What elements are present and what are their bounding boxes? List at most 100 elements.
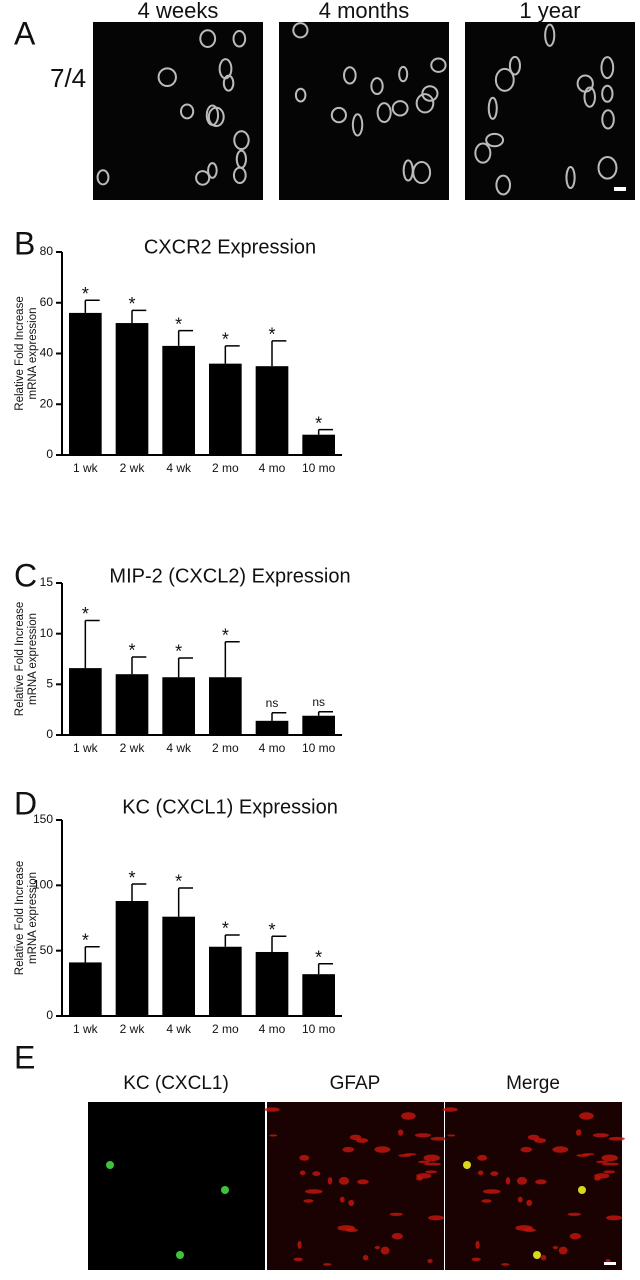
cell <box>427 1259 433 1263</box>
cell <box>232 166 247 185</box>
cell <box>603 1170 616 1174</box>
x-tick-label: 1 wk <box>73 461 99 475</box>
significance: ns <box>266 696 279 710</box>
cell <box>495 174 512 196</box>
significance: * <box>82 930 89 950</box>
y-tick-label: 0 <box>46 727 53 741</box>
bar <box>162 345 195 455</box>
y-axis-label: Relative Fold Increase <box>14 602 26 716</box>
significance: * <box>222 919 229 939</box>
bar <box>115 674 149 735</box>
cell <box>430 57 447 73</box>
cell <box>299 1154 310 1161</box>
y-axis-label: mRNA expression <box>27 307 39 399</box>
y-tick-label: 150 <box>33 812 53 826</box>
error-bar <box>271 935 287 952</box>
cell <box>520 1146 533 1153</box>
cell <box>342 1146 355 1153</box>
cell <box>565 166 576 190</box>
cell <box>414 1133 431 1138</box>
significance: * <box>315 413 322 433</box>
cell <box>575 1129 582 1136</box>
bar <box>69 312 102 455</box>
cell <box>305 1189 323 1194</box>
error-bar <box>271 711 287 721</box>
image-label: 4 months <box>319 0 410 23</box>
cell <box>558 1246 568 1255</box>
significance: * <box>175 314 182 334</box>
cell <box>576 74 594 93</box>
significance: * <box>222 330 229 350</box>
cell <box>471 1257 481 1262</box>
cell <box>477 1154 488 1161</box>
cell <box>297 1240 302 1249</box>
cell <box>592 1133 609 1138</box>
cell <box>483 1189 501 1194</box>
x-tick-label: 4 wk <box>166 741 192 755</box>
bar <box>162 916 195 1016</box>
cell <box>362 1254 369 1261</box>
row-label: 7/4 <box>50 63 86 93</box>
error-bar <box>177 887 193 917</box>
cell <box>397 1129 404 1136</box>
cell <box>330 106 347 124</box>
bar <box>302 715 335 735</box>
error-bar <box>131 309 147 324</box>
cell <box>195 170 211 186</box>
cell <box>601 84 614 103</box>
cell <box>523 1228 536 1233</box>
image-label: Merge <box>506 1073 560 1094</box>
cell <box>96 169 110 186</box>
cell <box>594 1176 601 1181</box>
cell <box>423 1162 441 1166</box>
image-label: 1 year <box>519 0 580 23</box>
cell <box>583 86 596 108</box>
cell <box>487 96 498 120</box>
cell <box>412 160 432 185</box>
significance: * <box>82 604 89 624</box>
cell <box>552 1246 559 1250</box>
cell <box>567 1212 581 1216</box>
x-tick-label: 1 wk <box>73 741 99 755</box>
bar <box>115 901 149 1016</box>
chart-title: MIP-2 (CXCL2) Expression <box>109 565 350 587</box>
cell <box>576 1154 590 1157</box>
bar <box>302 974 335 1016</box>
cell <box>222 74 235 92</box>
image-label: GFAP <box>330 1073 381 1094</box>
error-bar <box>131 656 147 675</box>
bar <box>69 668 102 735</box>
y-tick-label: 15 <box>40 575 54 589</box>
panel-label: C <box>14 557 37 593</box>
cell <box>233 130 250 151</box>
bar <box>209 363 242 455</box>
micrograph <box>93 22 263 200</box>
x-tick-label: 2 mo <box>212 461 239 475</box>
error-bar <box>317 428 333 435</box>
cell <box>207 162 218 179</box>
micrograph <box>279 22 449 200</box>
bar <box>302 434 335 455</box>
y-axis-label: mRNA expression <box>27 872 39 964</box>
cell <box>199 29 217 48</box>
signal <box>221 1186 229 1194</box>
y-tick-label: 5 <box>46 677 53 691</box>
cell <box>370 77 384 96</box>
image-label: KC (CXCL1) <box>123 1073 229 1094</box>
y-tick-label: 20 <box>40 396 54 410</box>
error-bar <box>177 657 193 678</box>
y-tick-label: 80 <box>40 244 54 258</box>
panel-label: E <box>14 1039 35 1075</box>
cell <box>540 1254 547 1261</box>
cell <box>338 1176 350 1185</box>
x-tick-label: 2 wk <box>120 1022 146 1036</box>
cell <box>398 1154 412 1157</box>
bar <box>255 720 289 735</box>
x-tick-label: 4 mo <box>259 741 286 755</box>
cell <box>343 66 357 85</box>
y-tick-label: 50 <box>40 943 54 957</box>
y-tick-label: 40 <box>40 346 54 360</box>
significance: * <box>175 642 182 662</box>
cell <box>323 1263 332 1266</box>
cell <box>376 102 392 124</box>
